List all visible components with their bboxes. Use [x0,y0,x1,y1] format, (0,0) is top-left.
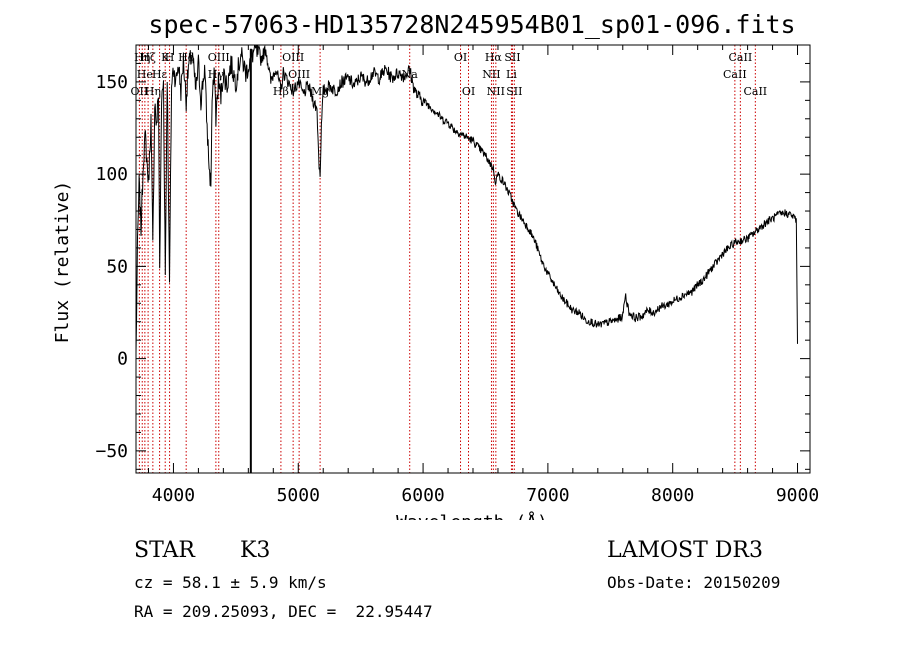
line-label: Hδ [178,51,195,64]
object-class: STAR [134,538,195,563]
y-tick-label: 150 [95,72,128,93]
y-tick-label: −50 [95,441,128,462]
x-tick-label: 6000 [401,485,444,506]
line-label: OIII [282,51,304,64]
y-tick-label: 50 [106,256,128,277]
line-label: K [161,51,170,64]
x-tick-label: 4000 [152,485,195,506]
spectrum-line [135,44,798,353]
line-label: Li [506,68,517,81]
line-label: Na [402,68,419,81]
x-tick-label: 9000 [776,485,819,506]
y-axis-label: Flux (relative) [52,181,73,344]
survey-name: LAMOST DR3 [607,538,763,563]
line-label: Hβ [273,85,289,98]
line-label: NII [482,68,500,81]
line-label: NII [487,85,505,98]
plot-frame [135,44,811,474]
x-tick-label: 5000 [277,485,320,506]
line-label: SII [504,51,520,64]
line-label: Hα [485,51,503,64]
line-label: Hε [152,68,168,81]
x-tick-label: 8000 [651,485,694,506]
line-label: OIII [208,51,230,64]
line-label: OI [462,85,475,98]
line-label: Mg [311,85,329,98]
line-label: CaII [723,68,747,81]
line-label: Hγ [208,68,225,81]
obs-date: Obs-Date: 20150209 [607,573,781,592]
line-label: SII [506,85,522,98]
object-subclass: K3 [240,538,271,563]
y-tick-label: 100 [95,164,128,185]
axis-ticks: 4000 5000 6000 7000 8000 9000 −50 0 50 100 150 [95,45,819,506]
x-tick-label: 7000 [526,485,569,506]
line-label: He [137,68,153,81]
line-markers [138,45,756,473]
redshift-cz: cz = 58.1 ± 5.9 km/s [134,573,327,592]
line-label: OII [131,85,149,98]
chart-title: spec-57063-HD135728N245954B01_sp01-096.f… [148,10,795,39]
line-label: H [165,51,175,64]
y-tick-label: 0 [117,349,128,370]
spectrum-chart: spec-57063-HD135728N245954B01_sp01-096.f… [52,10,819,520]
line-label: Hζ [140,51,156,64]
line-label: Hη [145,85,161,98]
line-label: OI [454,51,467,64]
line-label: CaII [743,85,767,98]
ra-dec: RA = 209.25093, DEC = 22.95447 [134,602,433,621]
x-axis-label: Wavelength (Å) [396,511,548,520]
line-label: OIII [288,68,310,81]
line-label: CaII [729,51,753,64]
line-label: Hη [134,51,150,64]
